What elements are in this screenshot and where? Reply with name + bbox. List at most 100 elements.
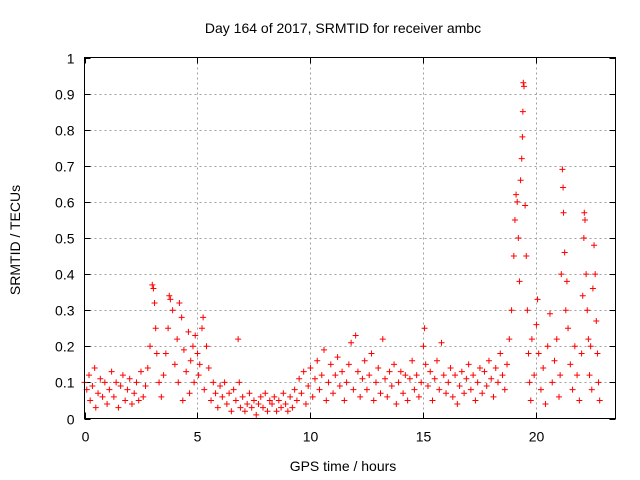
data-point xyxy=(241,408,248,415)
data-point xyxy=(126,375,133,382)
data-point xyxy=(361,357,368,364)
data-point xyxy=(152,325,159,332)
data-point xyxy=(511,216,518,223)
data-points xyxy=(81,79,603,418)
data-point xyxy=(436,386,443,393)
data-point xyxy=(372,379,379,386)
data-point xyxy=(309,393,316,400)
data-point xyxy=(244,401,251,408)
data-point xyxy=(560,184,567,191)
data-point xyxy=(196,361,203,368)
data-point xyxy=(506,336,513,343)
data-point xyxy=(198,325,205,332)
data-point xyxy=(115,404,122,411)
data-point xyxy=(485,357,492,364)
data-point xyxy=(514,198,521,205)
data-point xyxy=(122,397,129,404)
y-tick-label: 1 xyxy=(67,51,75,67)
data-point xyxy=(579,292,586,299)
y-tick-label: 0.1 xyxy=(55,375,75,391)
data-point xyxy=(128,401,135,408)
data-point xyxy=(445,379,452,386)
data-point xyxy=(438,339,445,346)
data-point xyxy=(160,372,167,379)
data-point xyxy=(583,271,590,278)
data-point xyxy=(454,401,461,408)
data-point xyxy=(542,401,549,408)
data-point xyxy=(562,307,569,314)
data-point xyxy=(501,386,508,393)
data-point xyxy=(92,404,99,411)
data-point xyxy=(345,361,352,368)
data-point xyxy=(110,393,117,400)
data-point xyxy=(158,393,165,400)
data-point xyxy=(386,368,393,375)
data-point xyxy=(516,278,523,285)
data-point xyxy=(395,379,402,386)
data-point xyxy=(592,271,599,278)
data-point xyxy=(384,393,391,400)
data-point xyxy=(99,393,106,400)
data-point xyxy=(332,372,339,379)
data-point xyxy=(101,379,108,386)
data-point xyxy=(334,354,341,361)
data-point xyxy=(191,379,198,386)
data-point xyxy=(183,368,190,375)
data-point xyxy=(581,209,588,216)
data-point xyxy=(559,166,566,173)
data-point xyxy=(232,397,239,404)
data-point xyxy=(526,379,533,386)
x-tick-label: 15 xyxy=(416,429,432,445)
data-point xyxy=(525,350,532,357)
data-point xyxy=(563,278,570,285)
data-point xyxy=(289,404,296,411)
data-point xyxy=(440,372,447,379)
data-point xyxy=(588,386,595,393)
data-point xyxy=(119,372,126,379)
data-point xyxy=(253,411,260,418)
data-point xyxy=(150,285,157,292)
data-point xyxy=(336,383,343,390)
data-point xyxy=(166,292,173,299)
data-point xyxy=(586,372,593,379)
data-point xyxy=(264,408,271,415)
data-point xyxy=(131,390,138,397)
data-point xyxy=(443,390,450,397)
data-point xyxy=(424,383,431,390)
data-point xyxy=(208,397,215,404)
data-point xyxy=(153,350,160,357)
data-point xyxy=(488,375,495,382)
data-point xyxy=(523,253,530,260)
data-point xyxy=(174,336,181,343)
data-point xyxy=(553,336,560,343)
data-point xyxy=(551,357,558,364)
data-point xyxy=(147,343,154,350)
x-tick-label: 10 xyxy=(303,429,319,445)
data-point xyxy=(522,202,529,209)
data-point xyxy=(368,350,375,357)
x-axis-label: GPS time / hours xyxy=(290,458,397,474)
data-point xyxy=(556,393,563,400)
data-point xyxy=(456,383,463,390)
data-point xyxy=(144,364,151,371)
data-point xyxy=(195,372,202,379)
data-point xyxy=(540,364,547,371)
data-point xyxy=(519,133,526,140)
data-point xyxy=(203,343,210,350)
data-point xyxy=(531,372,538,379)
data-point xyxy=(223,401,230,408)
data-point xyxy=(515,235,522,241)
data-point xyxy=(149,281,156,288)
data-point xyxy=(537,386,544,393)
data-point xyxy=(544,343,551,350)
data-point xyxy=(567,361,574,368)
data-point xyxy=(316,386,323,393)
data-point xyxy=(546,310,553,317)
data-point xyxy=(565,325,572,332)
data-point xyxy=(275,397,282,404)
data-point xyxy=(571,343,578,350)
data-point xyxy=(560,209,567,216)
data-point xyxy=(433,357,440,364)
data-point xyxy=(370,397,377,404)
